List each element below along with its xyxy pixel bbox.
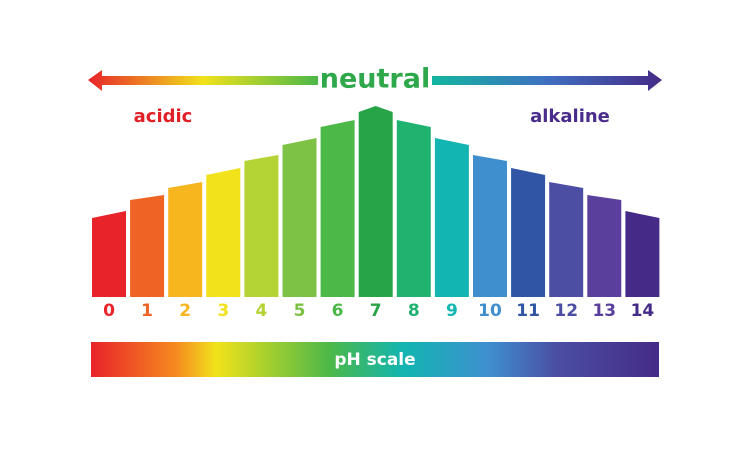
- ph-bar: [168, 182, 203, 297]
- ph-bar: [320, 120, 355, 297]
- ph-value-label: 2: [179, 301, 191, 321]
- ph-value-label: 0: [103, 301, 115, 321]
- acid-arrow: [88, 70, 318, 91]
- ph-value-label: 1: [141, 301, 153, 321]
- ph-value-label: 10: [478, 301, 502, 321]
- ph-bar: [473, 155, 507, 297]
- ph-value-label: 4: [255, 301, 267, 321]
- ph-bar: [130, 195, 165, 297]
- ph-value-label: 11: [516, 301, 540, 321]
- ph-bars: 0 1 2 3 4 5 6 7 8 9 10 11 12 13 14: [92, 106, 660, 321]
- ph-bar: [358, 106, 393, 297]
- ph-value-label: 6: [332, 301, 344, 321]
- ph-value-label: 9: [446, 301, 458, 321]
- ph-bar: [396, 120, 431, 297]
- ph-scale-label: pH scale: [334, 350, 415, 370]
- ph-bar: [511, 168, 546, 297]
- ph-value-label: 5: [294, 301, 306, 321]
- ph-bar: [625, 211, 660, 297]
- ph-bar: [244, 155, 279, 297]
- ph-value-label: 12: [554, 301, 578, 321]
- alkaline-arrow: [432, 70, 662, 91]
- ph-value-label: 3: [217, 301, 229, 321]
- ph-bar: [549, 182, 584, 297]
- ph-gradient-bar: [91, 342, 659, 377]
- ph-value-label: 7: [370, 301, 382, 321]
- neutral-label: neutral: [320, 64, 430, 95]
- ph-bar: [434, 138, 469, 297]
- ph-bar: [587, 195, 622, 297]
- ph-value-label: 8: [408, 301, 420, 321]
- acidic-label: acidic: [134, 106, 193, 127]
- ph-bar: [282, 138, 317, 297]
- ph-bar: [206, 168, 241, 297]
- ph-bar: [92, 211, 126, 297]
- ph-value-label: 14: [631, 301, 655, 321]
- ph-value-label: 13: [592, 301, 616, 321]
- alkaline-label: alkaline: [530, 106, 610, 127]
